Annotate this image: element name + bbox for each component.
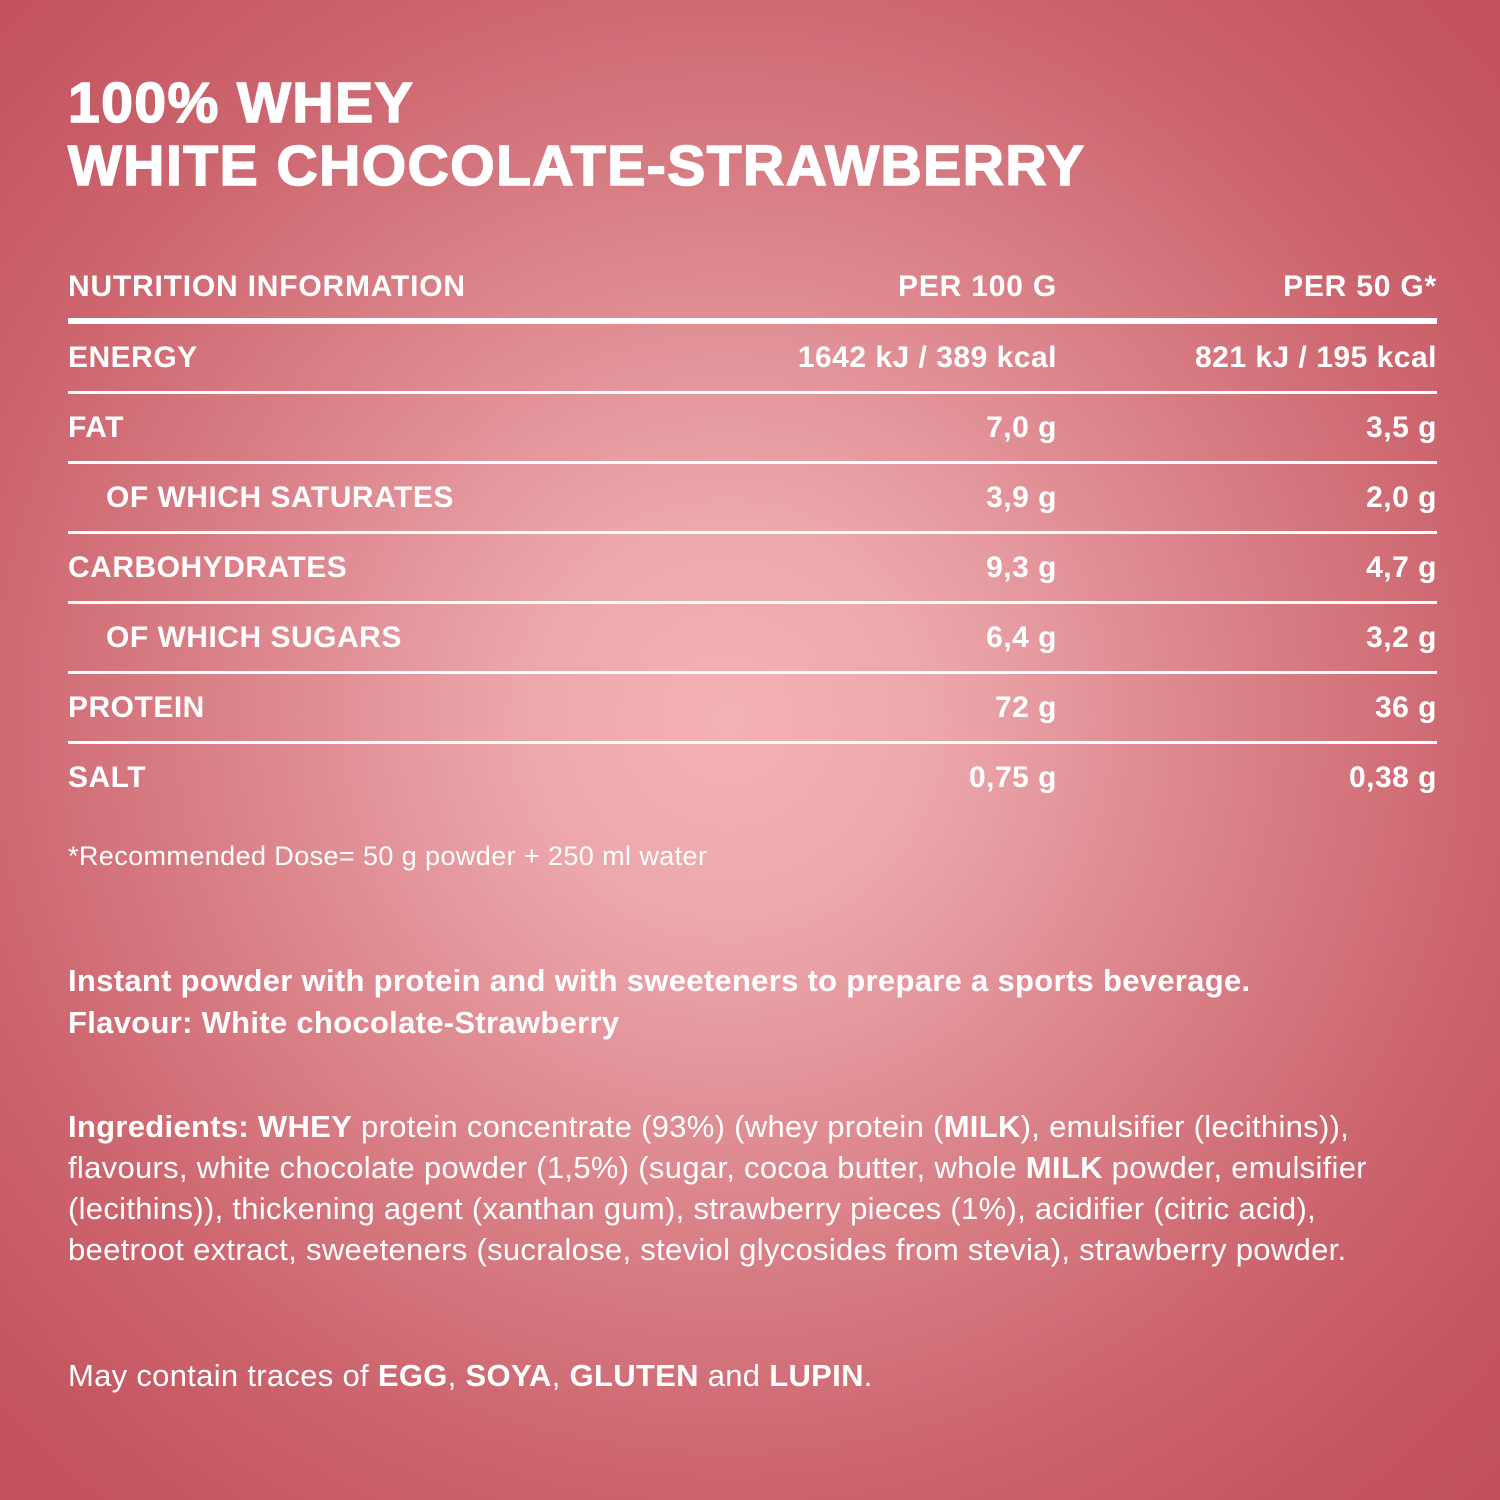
header-per-50g: PER 50 G* (1283, 270, 1437, 303)
ingredients-paragraph: Ingredients: WHEY protein concentrate (9… (68, 1109, 1367, 1267)
row-label: OF WHICH SATURATES (106, 480, 454, 514)
product-description: Instant powder with protein and with swe… (68, 960, 1437, 1044)
description-line1: Instant powder with protein and with swe… (68, 963, 1251, 998)
row-value-per-100g: 3,9 g (986, 480, 1057, 514)
header-nutrition-information: NUTRITION INFORMATION (68, 270, 466, 303)
row-value-per-50g: 0,38 g (1348, 760, 1437, 794)
row-label: CARBOHYDRATES (68, 550, 348, 584)
product-title-line1: 100% WHEY (67, 71, 415, 136)
table-row-energy: ENERGY 1642 kJ / 389 kcal 821 kJ / 195 k… (68, 324, 1437, 391)
row-label: PROTEIN (68, 690, 205, 724)
row-value-per-100g: 1642 kJ / 389 kcal (797, 340, 1057, 374)
table-divider (68, 461, 1437, 464)
table-divider (68, 741, 1437, 744)
table-row-saturates: OF WHICH SATURATES 3,9 g 2,0 g (68, 464, 1437, 531)
description-line2: Flavour: White chocolate-Strawberry (68, 1005, 620, 1040)
table-divider (68, 531, 1437, 534)
header-per-100g: PER 100 G (898, 270, 1057, 303)
row-value-per-100g: 7,0 g (986, 410, 1057, 444)
row-label: SALT (68, 760, 147, 794)
product-title-line2: WHITE CHOCOLATE-STRAWBERRY (67, 134, 1086, 199)
nutrition-table: NUTRITION INFORMATION PER 100 G PER 50 G… (68, 256, 1437, 872)
table-divider (68, 671, 1437, 674)
table-row-protein: PROTEIN 72 g 36 g (68, 674, 1437, 741)
row-value-per-50g: 2,0 g (1366, 480, 1437, 514)
table-row-salt: SALT 0,75 g 0,38 g (68, 744, 1437, 811)
row-label: FAT (68, 410, 124, 444)
row-value-per-100g: 9,3 g (986, 550, 1057, 584)
table-row-sugars: OF WHICH SUGARS 6,4 g 3,2 g (68, 604, 1437, 671)
row-value-per-50g: 3,2 g (1366, 620, 1437, 654)
row-value-per-100g: 72 g (994, 690, 1057, 724)
row-value-per-50g: 36 g (1374, 690, 1437, 724)
product-title: 100% WHEY WHITE CHOCOLATE-STRAWBERRY (67, 71, 1437, 199)
allergen-notice: May contain traces of EGG, SOYA, GLUTEN … (68, 1358, 873, 1393)
row-label: ENERGY (68, 340, 198, 374)
row-value-per-100g: 6,4 g (986, 620, 1057, 654)
row-value-per-100g: 0,75 g (968, 760, 1057, 794)
row-value-per-50g: 821 kJ / 195 kcal (1194, 340, 1437, 374)
table-row-carbohydrates: CARBOHYDRATES 9,3 g 4,7 g (68, 534, 1437, 601)
table-divider (68, 391, 1437, 394)
row-label: OF WHICH SUGARS (106, 620, 402, 654)
table-divider (68, 601, 1437, 604)
recommended-dose-footnote: *Recommended Dose= 50 g powder + 250 ml … (68, 841, 708, 871)
table-divider-thick (68, 318, 1437, 324)
table-header-row: NUTRITION INFORMATION PER 100 G PER 50 G… (68, 256, 1437, 318)
row-value-per-50g: 3,5 g (1366, 410, 1437, 444)
table-row-fat: FAT 7,0 g 3,5 g (68, 394, 1437, 461)
row-value-per-50g: 4,7 g (1366, 550, 1437, 584)
